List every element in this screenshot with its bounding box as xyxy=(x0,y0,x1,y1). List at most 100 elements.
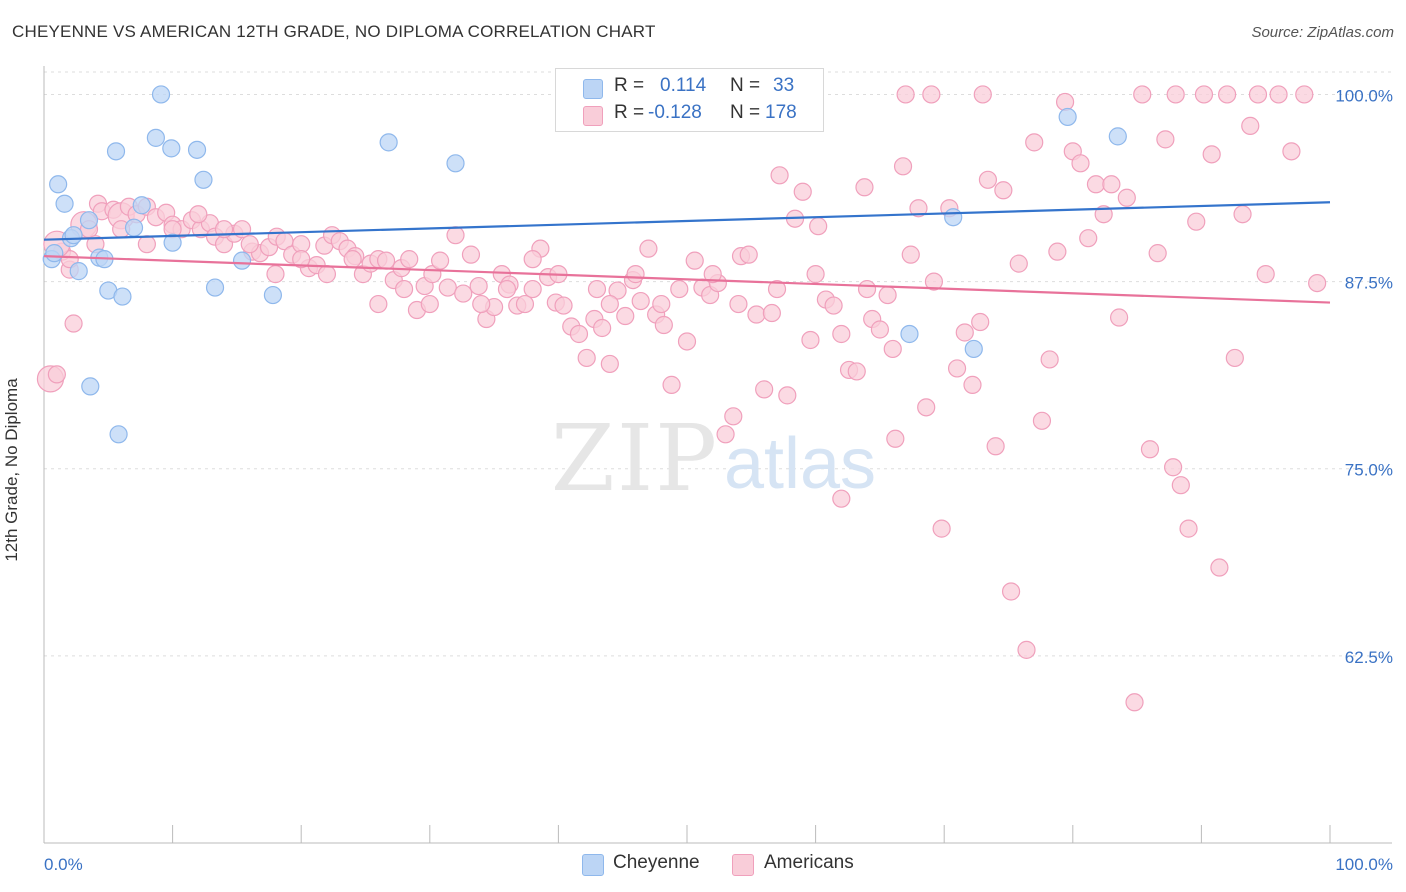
chart-title: CHEYENNE VS AMERICAN 12TH GRADE, NO DIPL… xyxy=(12,22,656,41)
legend-n-value: 178 xyxy=(765,102,797,123)
cheyenne-point xyxy=(55,194,74,213)
americans-point xyxy=(832,324,851,344)
americans-point xyxy=(469,276,488,296)
americans-point xyxy=(523,250,542,269)
americans-point xyxy=(600,354,619,374)
americans-point xyxy=(626,265,645,284)
legend-r-label: R = xyxy=(614,102,645,123)
americans-point xyxy=(1295,85,1314,104)
cheyenne-point xyxy=(113,287,132,306)
americans-point xyxy=(809,217,828,236)
americans-point xyxy=(973,85,992,104)
americans-trend-line xyxy=(43,255,1331,304)
americans-point xyxy=(1140,440,1160,459)
americans-point xyxy=(616,306,635,326)
cheyenne-point xyxy=(109,425,128,444)
y-tick-label: 100.0% xyxy=(1335,86,1393,105)
cheyenne-point xyxy=(263,285,283,305)
cheyenne-point xyxy=(81,377,100,396)
americans-point xyxy=(1102,175,1121,194)
americans-point xyxy=(376,251,396,270)
americans-point xyxy=(1256,265,1275,284)
americans-point xyxy=(1040,350,1059,369)
americans-point xyxy=(770,166,789,185)
americans-point xyxy=(1048,242,1067,261)
americans-point xyxy=(430,251,450,270)
cheyenne-point xyxy=(944,208,963,227)
americans-point xyxy=(1269,85,1288,104)
legend-n-label: N = xyxy=(730,75,761,96)
americans-point xyxy=(1225,348,1244,368)
americans-point xyxy=(963,375,982,394)
y-tick-label: 87.5% xyxy=(1345,274,1393,293)
americans-point xyxy=(971,312,990,332)
americans-point xyxy=(587,279,607,299)
americans-point xyxy=(394,279,414,299)
americans-point xyxy=(1086,175,1106,194)
correlation-legend: R = 0.114 N = 33 R = -0.128 N = 178 xyxy=(555,68,824,132)
cheyenne-point xyxy=(132,196,151,215)
cheyenne-point xyxy=(964,339,983,359)
x-tick-label: 0.0% xyxy=(44,855,83,874)
americans-point xyxy=(1125,693,1144,712)
legend-label-cheyenne: Cheyenne xyxy=(613,852,700,873)
americans-point xyxy=(747,305,766,324)
americans-point xyxy=(855,178,874,197)
americans-point xyxy=(994,181,1013,200)
y-tick-label: 75.0% xyxy=(1345,461,1393,480)
americans-point xyxy=(806,265,825,284)
source-label: Source: ZipAtlas.com xyxy=(1251,24,1394,41)
cheyenne-point xyxy=(49,175,68,194)
watermark-atlas: atlas xyxy=(724,424,876,504)
cheyenne-point xyxy=(232,251,252,270)
americans-point xyxy=(608,281,627,300)
americans-point xyxy=(955,323,974,342)
legend-r-label: R = xyxy=(614,75,645,96)
americans-point xyxy=(137,235,156,254)
americans-point xyxy=(515,294,535,314)
americans-point xyxy=(801,330,820,350)
americans-point xyxy=(1156,130,1175,149)
americans-point xyxy=(1009,254,1028,273)
americans-point xyxy=(631,291,650,311)
cheyenne-point xyxy=(446,154,465,173)
y-axis-label: 12th Grade, No Diploma xyxy=(2,378,21,562)
americans-point xyxy=(932,519,951,538)
americans-point xyxy=(767,279,787,299)
americans-point xyxy=(662,375,681,394)
americans-point xyxy=(1148,244,1167,263)
cheyenne-point xyxy=(79,211,99,230)
americans-point xyxy=(847,362,866,381)
americans-point xyxy=(716,425,735,444)
americans-point xyxy=(978,170,998,189)
cheyenne-point xyxy=(163,233,182,252)
cheyenne-point xyxy=(205,278,225,297)
americans-point xyxy=(901,245,920,264)
americans-point xyxy=(569,324,589,344)
americans-point xyxy=(896,85,915,104)
americans-point xyxy=(240,235,259,254)
americans-point xyxy=(454,284,473,303)
cheyenne-point xyxy=(162,139,181,158)
americans-point xyxy=(64,314,83,333)
americans-point xyxy=(703,265,722,284)
americans-point xyxy=(369,294,388,314)
americans-point xyxy=(1308,273,1327,293)
americans-point xyxy=(917,398,936,417)
legend-n-value: 33 xyxy=(773,75,795,96)
americans-point xyxy=(832,489,851,508)
americans-point xyxy=(793,182,812,201)
americans-point xyxy=(1079,229,1098,248)
americans-point xyxy=(600,294,619,314)
americans-point xyxy=(857,279,877,299)
legend-n-label: N = xyxy=(730,102,761,123)
americans-point xyxy=(1109,308,1129,327)
americans-point xyxy=(292,250,311,269)
americans-point xyxy=(1187,212,1206,231)
americans-point xyxy=(909,199,928,218)
americans-point xyxy=(652,294,671,314)
americans-point xyxy=(1171,476,1190,495)
y-tick-label: 62.5% xyxy=(1345,648,1393,667)
x-tick-label: 100.0% xyxy=(1335,855,1393,874)
